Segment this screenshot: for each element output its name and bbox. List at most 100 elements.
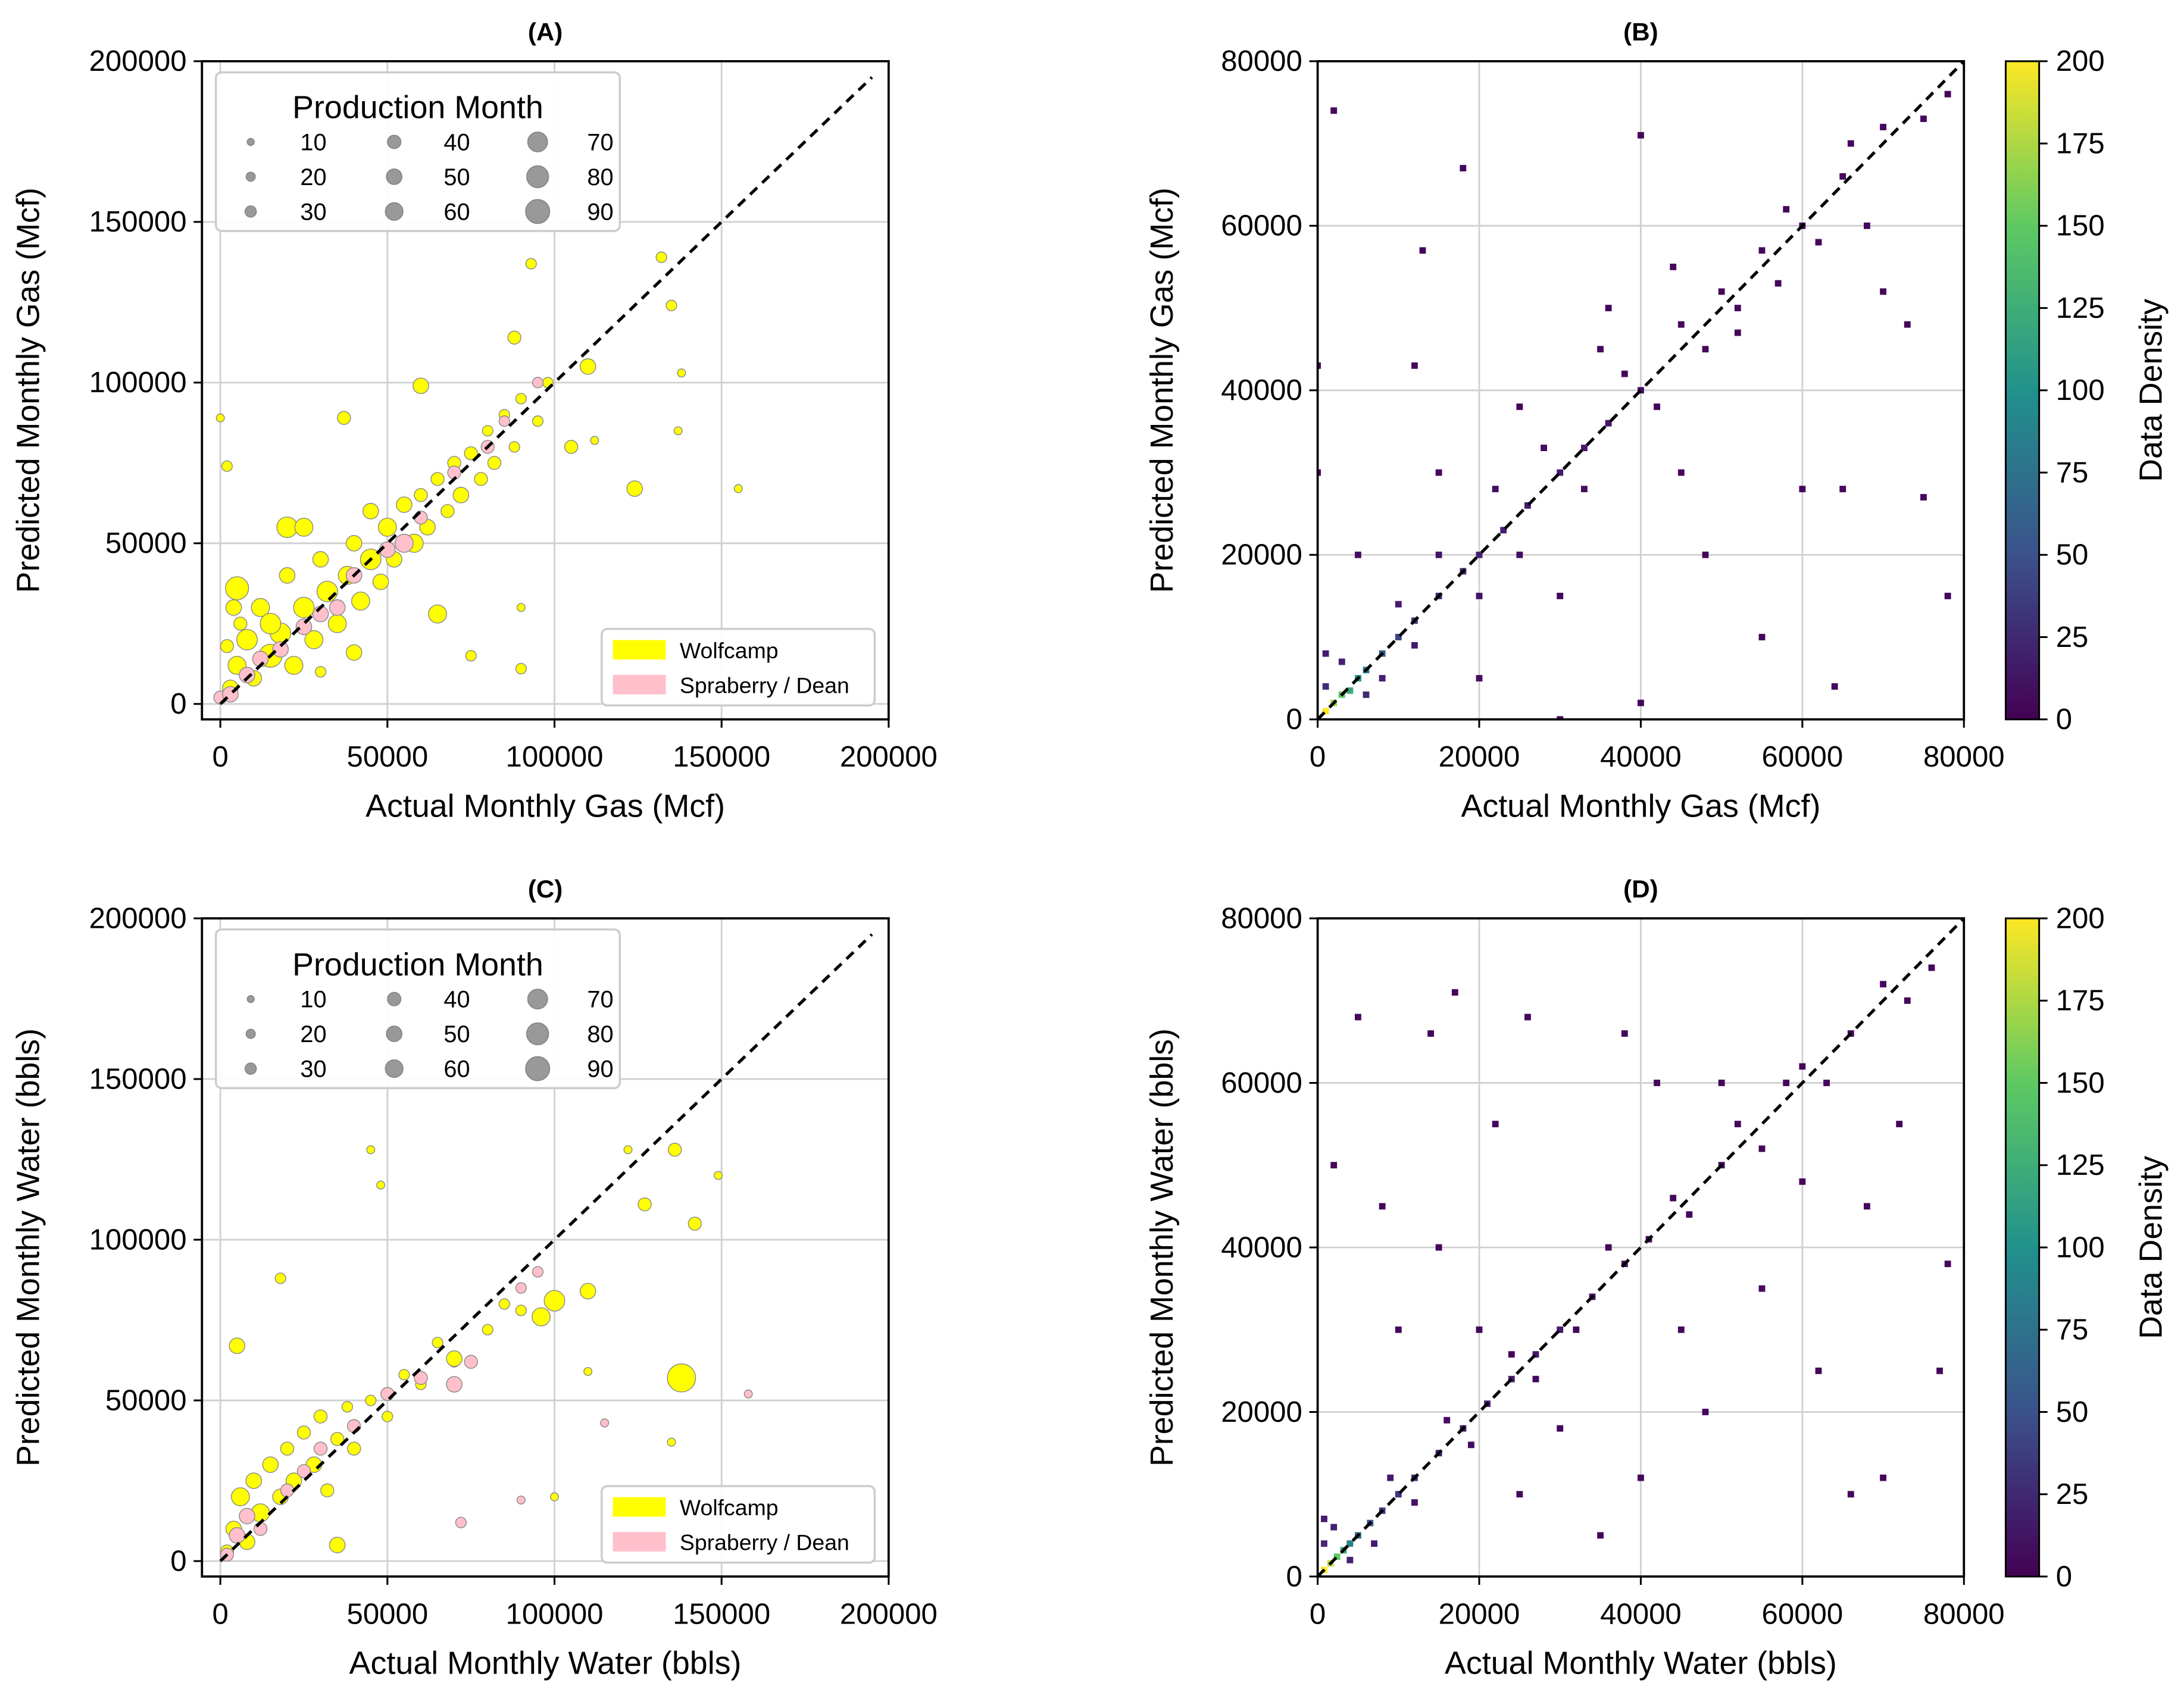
panel-C: 0 50000 100000 150000 200000 0 50000 100000 1500…: [10, 875, 937, 1681]
legend-box: [601, 1485, 876, 1564]
data-point-wolfcamp: [296, 1425, 311, 1440]
density-bin: [1581, 445, 1588, 451]
density-bin: [1557, 1425, 1564, 1432]
density-bin: [1677, 469, 1685, 476]
data-point-wolfcamp: [312, 551, 329, 568]
density-bin: [1831, 683, 1838, 690]
size-legend-marker: [246, 137, 255, 146]
data-point-wolfcamp: [655, 251, 667, 263]
density-bin: [1702, 551, 1709, 558]
colorbar-tick-label: 150: [2056, 1067, 2105, 1099]
y-tick-label: 100000: [89, 1224, 187, 1256]
data-point-wolfcamp: [245, 1472, 263, 1489]
density-bin: [1516, 1491, 1523, 1498]
data-point-wolfcamp: [583, 1366, 593, 1376]
x-tick-label: 0: [213, 741, 229, 773]
density-bin: [1451, 989, 1458, 996]
density-bin: [1638, 132, 1644, 139]
density-bin: [1880, 288, 1887, 295]
size-legend-marker: [386, 1025, 403, 1042]
density-bin: [1654, 1080, 1661, 1086]
reference-line-y-equals-x: [1317, 61, 1964, 720]
legend-label: Wolfcamp: [680, 638, 779, 663]
data-point-spraberry-dean: [455, 1516, 467, 1528]
data-point-wolfcamp: [262, 1456, 279, 1473]
density-bin: [1354, 1014, 1361, 1021]
density-bin: [1573, 1326, 1580, 1333]
colorbar-tick-label: 175: [2056, 127, 2105, 159]
data-point-spraberry-dean: [239, 1508, 255, 1525]
data-point-wolfcamp: [482, 1324, 493, 1336]
density-bin: [1880, 1474, 1887, 1481]
size-legend-label: 30: [300, 1056, 326, 1083]
x-tick-label: 40000: [1600, 1598, 1682, 1630]
data-point-wolfcamp: [626, 480, 643, 497]
size-legend-marker: [527, 989, 548, 1010]
density-bin: [1557, 592, 1564, 599]
density-bin: [1605, 305, 1612, 311]
density-bin: [1532, 1375, 1539, 1383]
density-bin: [1524, 502, 1531, 509]
y-tick-label: 60000: [1221, 210, 1302, 242]
y-tick-label: 0: [1286, 703, 1302, 736]
panel-title: (D): [1623, 875, 1658, 903]
data-point-wolfcamp: [579, 358, 596, 375]
x-tick-label: 0: [213, 1598, 229, 1630]
x-axis-label: Actual Monthly Water (bbls): [1445, 1646, 1837, 1681]
data-point-wolfcamp: [446, 1350, 463, 1367]
density-bin: [1605, 420, 1612, 427]
colorbar-label: Data Density: [2133, 1156, 2169, 1339]
x-tick-label: 50000: [347, 741, 429, 773]
x-tick-label: 0: [1310, 1598, 1326, 1630]
size-legend-label: 60: [443, 1056, 470, 1083]
data-point-wolfcamp: [532, 1307, 551, 1327]
data-point-wolfcamp: [714, 1171, 723, 1180]
data-point-wolfcamp: [330, 1432, 345, 1446]
density-bin: [1654, 404, 1661, 410]
size-legend-marker: [244, 1062, 257, 1075]
colorbar-tick-label: 100: [2056, 1231, 2105, 1263]
size-legend-label: 30: [300, 199, 326, 225]
density-bin: [1758, 247, 1766, 254]
size-legend-label: 60: [443, 199, 470, 225]
density-bin: [1904, 321, 1911, 328]
data-point-wolfcamp: [474, 472, 488, 486]
data-point-wolfcamp: [345, 644, 363, 661]
density-bin: [1333, 1553, 1341, 1560]
y-tick-label: 50000: [105, 1384, 187, 1416]
density-bin: [1516, 404, 1523, 410]
panel-title: (A): [528, 18, 563, 46]
data-point-wolfcamp: [221, 460, 233, 472]
size-legend-marker: [385, 202, 404, 221]
density-bin: [1920, 494, 1927, 501]
data-point-spraberry-dean: [600, 1418, 610, 1428]
density-bin: [1686, 1211, 1693, 1218]
density-bin: [1815, 239, 1822, 246]
data-point-wolfcamp: [372, 573, 389, 590]
data-point-wolfcamp: [233, 617, 248, 631]
size-legend-label: 40: [443, 130, 470, 156]
density-bin: [1670, 264, 1677, 270]
data-point-wolfcamp: [440, 504, 455, 518]
colorbar-tick-label: 50: [2056, 1396, 2089, 1428]
data-point-wolfcamp: [465, 650, 477, 662]
size-legend-label: 90: [587, 199, 613, 225]
density-bin: [1379, 675, 1386, 682]
density-bin: [1387, 1474, 1394, 1481]
density-bin: [1621, 1030, 1628, 1037]
density-bin: [1677, 1326, 1685, 1333]
density-bin: [1880, 981, 1887, 988]
data-point-wolfcamp: [274, 1272, 286, 1284]
density-bin: [1435, 1244, 1442, 1251]
density-bin: [1532, 1351, 1539, 1358]
density-bin: [1435, 469, 1442, 476]
size-legend-marker: [244, 205, 257, 218]
y-tick-label: 80000: [1221, 45, 1302, 77]
density-bin: [1758, 634, 1766, 640]
reference-line-y-equals-x: [219, 76, 873, 705]
size-legend-marker: [526, 1022, 549, 1046]
data-point-wolfcamp: [314, 666, 327, 678]
density-bin: [1597, 1532, 1604, 1539]
data-point-wolfcamp: [351, 592, 370, 611]
data-point-wolfcamp: [304, 630, 324, 649]
